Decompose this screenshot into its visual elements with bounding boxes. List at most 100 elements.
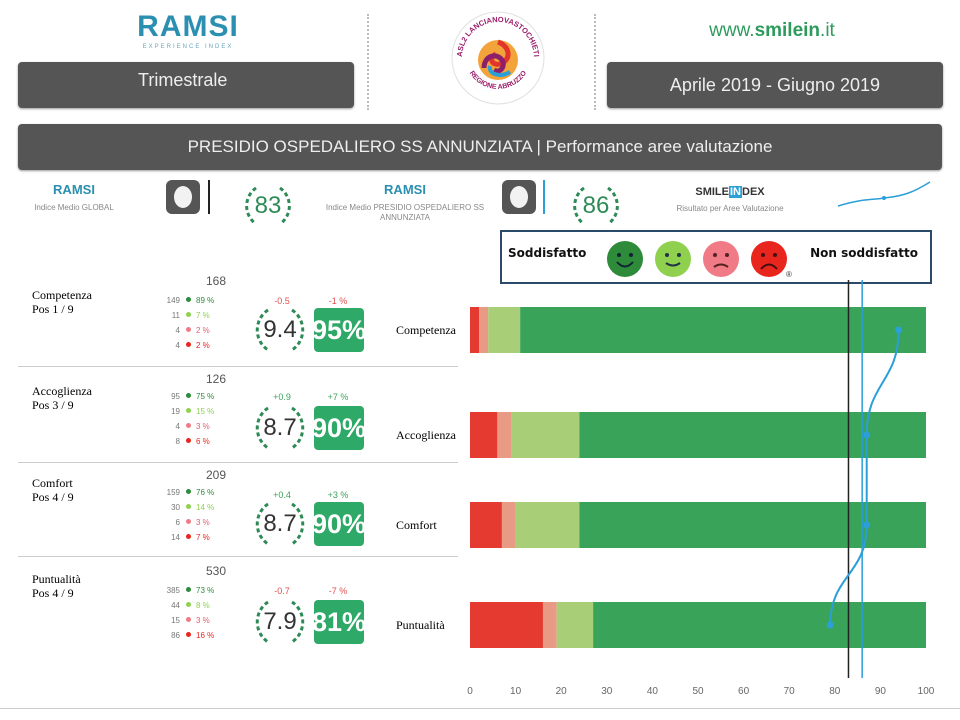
bar-segment-accoglienza-1 <box>497 412 512 458</box>
legend-unsatisfied-label: Non soddisfatto <box>810 246 918 260</box>
category-breakdown: 385 73 % 44 8 % 15 3 % 86 16 % <box>152 586 226 643</box>
breakdown-row-unsatisfied: 4 2 % <box>152 326 226 338</box>
header-separator-left <box>367 14 369 110</box>
breakdown-count: 86 <box>171 631 180 640</box>
breakdown-count: 385 <box>166 586 180 595</box>
score-delta: -0.5 <box>274 296 290 306</box>
website-link[interactable]: www.smilein.it <box>672 20 872 42</box>
unsatisfied-dot-icon <box>186 327 191 332</box>
breakdown-pct: 73 % <box>196 586 215 595</box>
category-total: 168 <box>206 274 227 288</box>
very-unsatisfied-dot-icon <box>186 534 191 539</box>
category-panel-comfort: Comfort Pos 4 / 9 209 159 76 % 30 14 % 6 3 … <box>0 464 460 556</box>
breakdown-row-very-satisfied: 159 76 % <box>152 488 226 500</box>
breakdown-pct: 15 % <box>196 407 215 416</box>
presidio-index-label: Indice Medio PRESIDIO OSPEDALIERO SS ANN… <box>325 203 485 222</box>
breakdown-count: 11 <box>171 311 180 320</box>
smile-index-brand-right: DEX <box>742 186 765 198</box>
breakdown-row-very-satisfied: 95 75 % <box>152 392 226 404</box>
panel-divider <box>18 462 458 463</box>
satisfied-dot-icon <box>186 602 191 607</box>
presidio-index-divider <box>543 180 545 214</box>
breakdown-pct: 8 % <box>196 601 210 610</box>
breakdown-pct: 3 % <box>196 518 210 527</box>
category-total: 209 <box>206 468 227 482</box>
x-tick-label-60: 60 <box>738 686 750 697</box>
breakdown-count: 4 <box>175 326 180 335</box>
breakdown-pct: 7 % <box>196 533 210 542</box>
breakdown-count: 14 <box>171 533 180 542</box>
overlay-point-2 <box>863 521 871 529</box>
breakdown-pct: 3 % <box>196 422 210 431</box>
period-type-label: Trimestrale <box>138 69 228 90</box>
asl-logo-graphic: ASL2 LANCIANOVASTOCHIETI REGIONE ABRUZZO <box>451 11 545 105</box>
unsatisfied-dot-icon <box>186 519 191 524</box>
category-name: Competenza <box>32 288 92 302</box>
bar-segment-accoglienza-2 <box>511 412 580 458</box>
period-banner: Aprile 2019 - Giugno 2019 <box>607 62 943 108</box>
category-name: Puntualità <box>32 572 81 586</box>
category-breakdown: 149 89 % 11 7 % 4 2 % 4 2 % <box>152 296 226 353</box>
category-breakdown: 95 75 % 19 15 % 4 3 % 8 6 % <box>152 392 226 449</box>
breakdown-count: 19 <box>171 407 180 416</box>
x-tick-label-20: 20 <box>556 686 568 697</box>
global-index-label: Indice Medio GLOBAL <box>34 203 114 212</box>
breakdown-pct: 7 % <box>196 311 210 320</box>
x-tick-label-30: 30 <box>601 686 613 697</box>
breakdown-row-very-unsatisfied: 86 16 % <box>152 631 226 643</box>
very-sad-face-icon <box>751 241 787 277</box>
bar-segment-competenza-2 <box>488 307 521 353</box>
category-panel-competenza: Competenza Pos 1 / 9 168 149 89 % 11 7 % 4… <box>0 272 460 364</box>
very-satisfied-dot-icon <box>186 297 191 302</box>
smile-index-brand-mid: IN <box>729 186 742 198</box>
category-panel-accoglienza: Accoglienza Pos 3 / 9 126 95 75 % 19 15 % … <box>0 368 460 460</box>
breakdown-pct: 3 % <box>196 616 210 625</box>
score-badge: 9.4 <box>252 302 308 358</box>
category-panel-puntualita: Puntualità Pos 4 / 9 530 385 73 % 44 8 % 1… <box>0 558 460 654</box>
presidio-index-brand: RAMSI <box>384 182 426 197</box>
global-index-badge: 83 <box>242 180 294 232</box>
breakdown-row-satisfied: 44 8 % <box>152 601 226 613</box>
satisfaction-percent: 90% <box>312 406 366 450</box>
laurel-wreath-icon <box>255 406 305 450</box>
score-delta: +0.9 <box>273 392 291 402</box>
breakdown-count: 95 <box>171 392 180 401</box>
category-breakdown: 159 76 % 30 14 % 6 3 % 14 7 % <box>152 488 226 545</box>
unsatisfied-dot-icon <box>186 617 191 622</box>
breakdown-pct: 89 % <box>196 296 215 305</box>
bar-label-comfort: Comfort <box>396 518 437 532</box>
breakdown-count: 6 <box>175 518 180 527</box>
overlay-point-1 <box>863 431 871 439</box>
satisfied-dot-icon <box>186 312 191 317</box>
score-badge: 7.9 <box>252 594 308 650</box>
smile-index-brand-left: SMILE <box>695 186 729 198</box>
ramsi-logo: RAMSI EXPERIENCE INDEX <box>108 10 268 50</box>
breakdown-pct: 76 % <box>196 488 215 497</box>
global-index-value: 83 <box>254 192 282 219</box>
bar-segment-comfort-2 <box>515 502 580 548</box>
breakdown-pct: 75 % <box>196 392 215 401</box>
asl-logo: ASL2 LANCIANOVASTOCHIETI REGIONE ABRUZZO <box>448 8 548 108</box>
bar-segment-accoglienza-3 <box>579 412 926 458</box>
presidio-index-badge: 86 <box>570 180 622 232</box>
smile-index-label: Risultato per Aree Valutazione <box>676 204 784 213</box>
satisfied-dot-icon <box>186 504 191 509</box>
bar-segment-comfort-0 <box>470 502 502 548</box>
x-tick-label-50: 50 <box>692 686 704 697</box>
x-tick-label-40: 40 <box>647 686 659 697</box>
breakdown-pct: 2 % <box>196 341 210 350</box>
breakdown-row-satisfied: 19 15 % <box>152 407 226 419</box>
sad-face-icon <box>703 241 739 277</box>
smile-index-brand: SMILEINDEX <box>660 186 800 198</box>
category-position: Pos 1 / 9 <box>32 302 74 316</box>
score-badge: 8.7 <box>252 400 308 456</box>
performance-bar-chart: Competenza Accoglienza Comfort Puntualità 0 1… <box>396 280 935 697</box>
website-name: smilein <box>754 20 821 41</box>
laurel-wreath-icon <box>255 308 305 352</box>
bar-segment-comfort-1 <box>501 502 516 548</box>
very-satisfied-dot-icon <box>186 587 191 592</box>
bar-label-accoglienza: Accoglienza <box>396 428 457 442</box>
legend-faces: ® <box>606 240 796 279</box>
overlay-point-0 <box>895 326 903 334</box>
period-type-banner: Trimestrale <box>18 62 354 108</box>
